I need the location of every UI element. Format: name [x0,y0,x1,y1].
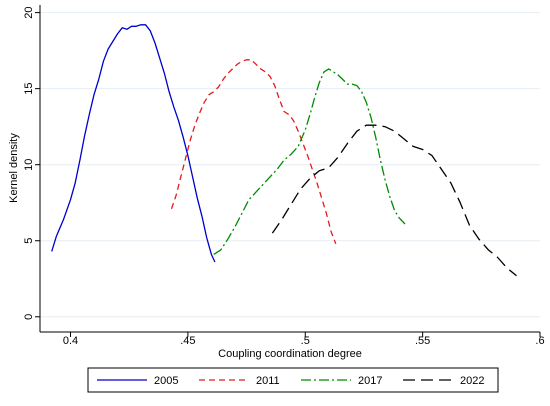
y-tick-label: 15 [23,83,35,95]
legend-label-2011: 2011 [256,375,280,387]
y-tick-label: 20 [23,6,35,18]
x-tick-label: .6 [535,335,544,347]
series-lines [51,24,517,277]
series-line-2022 [271,124,517,277]
x-tick-label: .55 [415,335,430,347]
y-tick-label: 5 [23,238,35,244]
legend-label-2005: 2005 [154,375,178,387]
series-line-2005 [51,24,216,263]
series-line-2017 [213,68,406,255]
legend-label-2017: 2017 [358,375,382,387]
y-tick-label: 0 [23,314,35,320]
x-axis-ticks: 0.4 .45 .5 .55 .6 [63,332,545,347]
x-axis-label: Coupling coordination degree [218,348,362,360]
legend-label-2022: 2022 [460,375,484,387]
x-tick-label: 0.4 [63,335,78,347]
legend-box [87,367,499,393]
y-axis-ticks: 0 5 10 15 20 [23,6,40,320]
y-tick-label: 10 [23,159,35,171]
x-tick-label: .45 [180,335,195,347]
x-tick-label: .5 [301,335,310,347]
y-axis-label: Kernel density [8,133,20,203]
legend: 2005 2011 2017 2022 [87,367,499,393]
gridlines [40,12,540,318]
series-line-2011 [170,59,337,245]
